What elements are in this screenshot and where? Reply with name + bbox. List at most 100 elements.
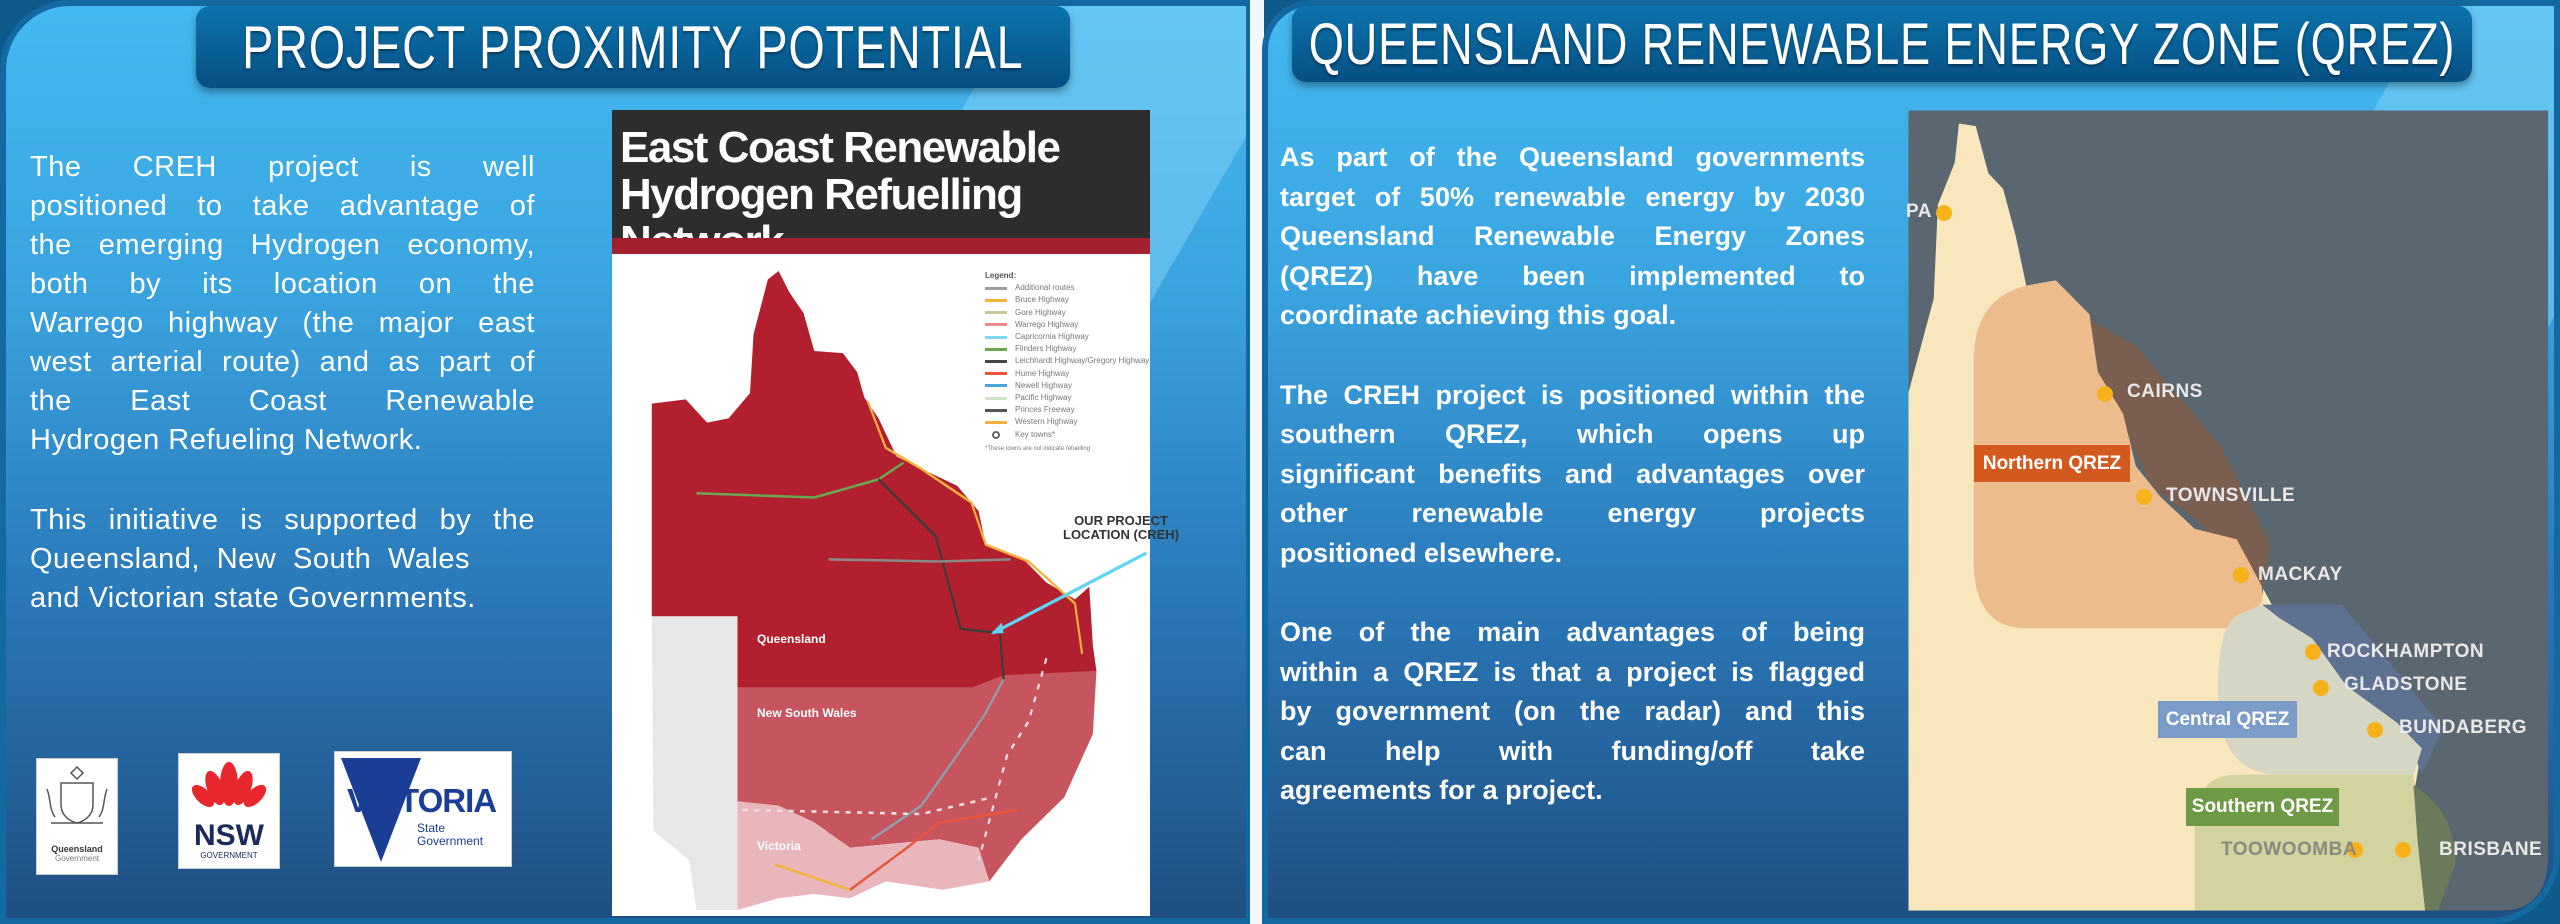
text-line: Queensland, New South Wales [30,543,470,575]
legend-label: Western Highway [1015,417,1078,427]
town-label-rockhampton: ROCKHAMPTON [2327,641,2485,662]
text-line: west arterial route) and as part of [30,346,535,378]
text-line: other renewable energy projects [1280,498,1865,528]
legend-item: Leichhardt Highway/Gregory Highway [985,355,1149,367]
text-line: As part of the Queensland governments [1280,142,1865,172]
additional-route [742,795,994,816]
text-line: coordinate achieving this goal. [1280,300,1677,330]
legend-item: Key towns* [985,429,1149,441]
text-line: within a QREZ is that a project is flagg… [1280,656,1865,687]
text-line: agreements for a project. [1280,775,1603,805]
legend-label: Newell Highway [1015,380,1072,390]
legend-item: Gore Highway [985,307,1149,319]
town-dot-icon [2097,386,2113,402]
legend-note: *These towns are not indicate refuelling [985,445,1091,452]
legend-item: Hume Highway [985,368,1149,380]
project-arrowhead-icon [991,622,1004,634]
text-line: One of the main advantages of being [1280,617,1865,647]
project-location-callout: OUR PROJECT LOCATION (CREH) [1063,514,1179,542]
state-label-queensland: Queensland [757,632,826,646]
legend-item: Additional routes [985,282,1149,294]
text-line: the East Coast Renewable [30,385,535,417]
additional-route [977,657,1048,861]
flinders-highway-route [696,461,905,499]
key-town-icon [992,430,1000,439]
map-title-line: East Coast Renewable [620,123,1061,172]
legend-label: Flinders Highway [1015,344,1077,354]
legend-item: Princes Freeway [985,404,1149,416]
map-title: East Coast Renewable Hydrogen Refuelling… [612,110,1150,265]
qld-logo-subtext: Government [54,854,100,863]
text-line: both by its location on the [30,268,535,300]
route-swatch-icon [985,347,1007,351]
town-label-mackay: MACKAY [2258,564,2343,585]
proximity-title: PROJECT PROXIMITY POTENTIAL [242,13,1024,81]
leichhardt-highway-route [877,478,1005,680]
callout-line: LOCATION (CREH) [1063,527,1180,542]
route-swatch-icon [985,396,1007,400]
route-swatch-icon [985,372,1007,376]
bruce-highway-route [866,401,1084,655]
paragraph: One of the main advantages of being with… [1280,613,1865,811]
town-dot-icon [2305,644,2321,660]
text-line: significant benefits and advantages over [1280,458,1865,489]
town-label-townsville: TOWNSVILLE [2166,485,2296,506]
text-line: The CREH project is positioned within th… [1280,379,1865,410]
route-swatch-icon [985,408,1007,412]
south-australia-region [651,616,738,910]
town-dot-icon [2313,680,2329,696]
qrez-text: As part of the Queensland governments ta… [1280,138,1865,811]
victoria-logo-subtext: State Government [417,822,483,848]
southern-qrez-sea-area [2413,785,2456,911]
route-swatch-icon [985,311,1007,315]
town-label-brisbane: BRISBANE [2439,839,2543,860]
northern-qrez-label: Northern QREZ [1974,445,2130,482]
town-label-toowoomba: TOOWOOMBA [2221,839,2358,860]
text-line: and Victorian state Governments. [30,582,476,614]
legend-title: Legend: [985,271,1017,280]
callout-line: OUR PROJECT [1074,513,1168,528]
text-line: positioned to take advantage of [30,190,535,222]
town-dot-icon [2395,842,2411,858]
text-line: This initiative is supported by the [30,504,535,536]
legend-label: Pacific Highway [1015,393,1072,403]
map-title-bar [612,238,1150,254]
qrez-title: QUEENSLAND RENEWABLE ENERGY ZONE (QREZ) [1308,11,2456,77]
town-dot-icon [2347,842,2363,858]
queensland-government-logo: Queensland Government [36,758,118,875]
text-line: by government (on the radar) and this [1280,696,1865,726]
legend-item: Newell Highway [985,380,1149,392]
qld-logo-text: Queensland [51,844,103,854]
state-label-nsw: New South Wales [757,706,857,720]
southern-qrez-label: Southern QREZ [2186,788,2339,826]
legend-item: Capricornia Highway [985,331,1149,343]
hume-highway-route [849,808,1019,891]
vic-line: State [417,821,446,835]
paragraph: This initiative is supported by the Quee… [30,501,535,618]
text-line: the emerging Hydrogen economy, [30,229,535,261]
route-swatch-icon [985,360,1007,364]
legend-item: Flinders Highway [985,343,1149,355]
text-line: Queensland Renewable Energy Zones [1280,221,1865,251]
legend-label: Key towns* [1015,429,1056,439]
town-label-bundaberg: BUNDABERG [2399,717,2527,738]
nsw-logo-text: NSW [194,819,264,852]
legend-label: Princes Freeway [1015,405,1075,415]
victoria-region [737,801,990,910]
legend-item: Warrego Highway [985,319,1149,331]
route-swatch-icon [985,335,1007,339]
newell-highway-route [870,678,1005,841]
paragraph: The CREH project is positioned within th… [1280,376,1865,574]
text-line: positioned elsewhere. [1280,537,1563,568]
town-label-gladstone: GLADSTONE [2344,674,2468,695]
town-dot-icon [2367,722,2383,738]
text-line: can help with funding/off take [1280,735,1865,766]
town-label: PA [1906,201,1932,222]
proximity-header: PROJECT PROXIMITY POTENTIAL [196,6,1070,88]
town-dot-icon [2233,567,2249,583]
legend-label: Hume Highway [1015,368,1070,378]
text-line: The CREH project is well [30,151,535,183]
nsw-region [737,670,1097,882]
legend-label: Bruce Highway [1015,295,1069,305]
legend-label: Additional routes [1015,283,1075,293]
